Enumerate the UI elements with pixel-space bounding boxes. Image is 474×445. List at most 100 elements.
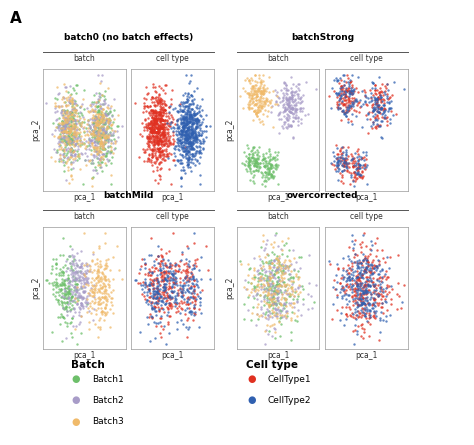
- Point: [358, 308, 365, 316]
- Point: [67, 116, 75, 123]
- Point: [345, 274, 353, 281]
- Point: [260, 90, 267, 97]
- Point: [181, 274, 189, 281]
- Point: [292, 288, 300, 295]
- Point: [101, 304, 109, 311]
- Point: [172, 296, 180, 303]
- Point: [159, 109, 167, 116]
- Point: [372, 105, 379, 113]
- Point: [343, 85, 350, 93]
- Point: [89, 131, 96, 138]
- Point: [368, 78, 376, 85]
- Point: [191, 134, 198, 142]
- Point: [258, 117, 266, 124]
- Point: [155, 243, 162, 250]
- Point: [66, 99, 73, 106]
- Point: [260, 275, 267, 282]
- Point: [185, 276, 193, 283]
- Point: [152, 288, 160, 295]
- Point: [66, 108, 73, 115]
- Point: [376, 315, 383, 322]
- Point: [252, 109, 260, 117]
- Point: [98, 139, 106, 146]
- Point: [91, 118, 99, 125]
- Point: [68, 132, 75, 139]
- Point: [383, 92, 391, 99]
- Point: [90, 294, 98, 301]
- Point: [288, 92, 295, 99]
- Point: [293, 105, 301, 112]
- Point: [92, 98, 100, 105]
- Point: [275, 318, 283, 325]
- Point: [380, 96, 387, 103]
- Point: [53, 295, 60, 303]
- Point: [71, 141, 79, 148]
- Point: [101, 160, 109, 167]
- Point: [286, 122, 293, 129]
- Text: batch: batch: [267, 212, 289, 221]
- Point: [174, 307, 182, 315]
- Point: [256, 107, 264, 114]
- Point: [267, 290, 275, 297]
- Point: [289, 134, 297, 141]
- Point: [381, 112, 389, 119]
- Point: [181, 128, 188, 135]
- Point: [250, 157, 257, 164]
- Point: [69, 129, 77, 136]
- Point: [349, 87, 356, 94]
- Point: [62, 318, 69, 325]
- Point: [66, 290, 73, 297]
- Point: [352, 274, 360, 281]
- Point: [248, 153, 255, 160]
- Point: [164, 309, 172, 316]
- Point: [186, 134, 194, 141]
- Point: [192, 131, 200, 138]
- Point: [181, 119, 189, 126]
- Point: [352, 108, 360, 115]
- Point: [158, 148, 165, 155]
- Point: [374, 122, 382, 129]
- Point: [98, 111, 106, 118]
- Point: [173, 281, 181, 288]
- Point: [64, 274, 72, 281]
- Point: [158, 131, 166, 138]
- Point: [258, 105, 266, 112]
- Point: [246, 168, 254, 175]
- Point: [95, 126, 102, 133]
- Point: [87, 140, 95, 147]
- Point: [98, 126, 105, 134]
- Point: [292, 114, 300, 121]
- Point: [277, 282, 285, 289]
- Point: [335, 80, 342, 87]
- Point: [97, 137, 104, 144]
- Point: [181, 310, 189, 317]
- Point: [91, 115, 99, 122]
- Point: [277, 320, 285, 328]
- Point: [62, 136, 70, 143]
- Point: [377, 104, 384, 111]
- Point: [259, 101, 267, 108]
- Point: [359, 275, 367, 282]
- Point: [51, 145, 58, 152]
- Point: [260, 286, 267, 293]
- Point: [268, 260, 276, 267]
- Point: [381, 114, 389, 121]
- Point: [356, 291, 364, 298]
- Point: [364, 259, 372, 266]
- Point: [191, 287, 198, 294]
- Point: [91, 123, 98, 130]
- Point: [185, 112, 193, 119]
- Point: [274, 296, 282, 303]
- Point: [148, 140, 156, 147]
- Point: [148, 138, 156, 145]
- Point: [253, 89, 261, 96]
- Point: [106, 132, 114, 139]
- Point: [93, 147, 101, 154]
- Point: [79, 119, 86, 126]
- Point: [141, 295, 149, 303]
- Point: [195, 324, 203, 331]
- Point: [60, 80, 68, 87]
- Point: [77, 263, 85, 270]
- Point: [65, 126, 73, 134]
- Point: [342, 112, 350, 119]
